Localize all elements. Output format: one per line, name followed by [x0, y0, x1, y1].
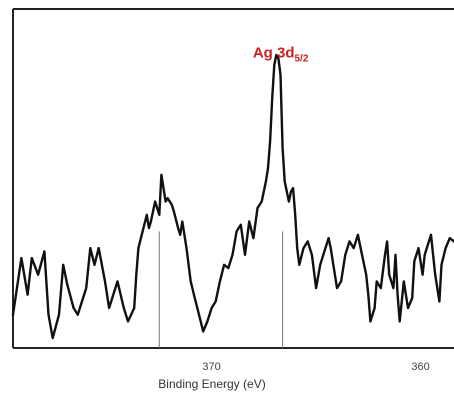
spectrum-line [11, 53, 454, 340]
peak-annotation-main: Ag 3d [253, 44, 295, 61]
x-axis-ticks: 370 360 [202, 361, 429, 373]
peak-annotation-subscript: 5/2 [294, 53, 308, 64]
x-axis-label: Binding Energy (eV) [158, 377, 265, 391]
x-tick-label-1: 360 [411, 361, 429, 373]
peak-annotation: Ag 3d5/2 [253, 44, 309, 64]
x-tick-label-0: 370 [202, 361, 220, 373]
marker-lines [158, 231, 284, 348]
